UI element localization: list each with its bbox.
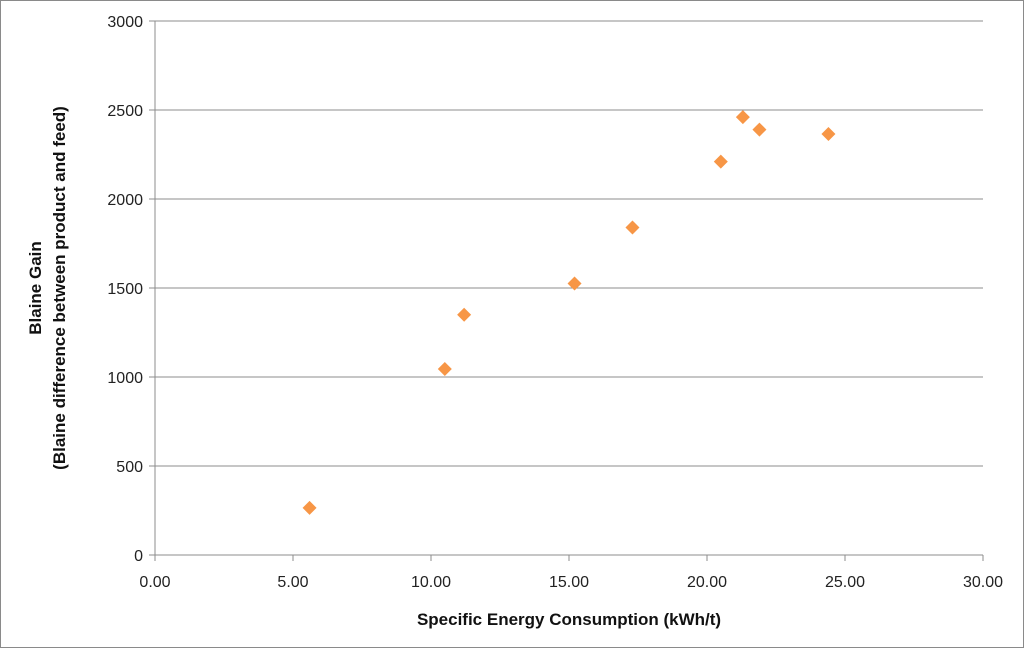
data-point (625, 220, 640, 235)
x-tick-label: 0.00 (139, 574, 170, 591)
data-point (567, 276, 582, 291)
data-points (302, 110, 836, 515)
y-axis-title: Blaine Gain (Blaine difference between p… (26, 106, 69, 470)
gridlines (155, 20, 983, 467)
x-axis-title: Specific Energy Consumption (kWh/t) (417, 610, 721, 629)
x-tick-labels: 0.00 5.00 10.00 15.00 20.00 25.00 30.00 (139, 574, 1003, 591)
y-axis-title-line-1: Blaine Gain (26, 241, 45, 335)
y-axis-title-line-2: (Blaine difference between product and f… (50, 106, 69, 470)
data-point (752, 122, 767, 137)
y-tick-label: 2000 (107, 192, 143, 209)
y-tick-label: 3000 (107, 14, 143, 31)
data-point (821, 127, 836, 142)
x-tick-label: 5.00 (277, 574, 308, 591)
x-tick-label: 10.00 (411, 574, 451, 591)
data-point (457, 307, 472, 322)
x-tick-label: 25.00 (825, 574, 865, 591)
y-tick-labels: 0 500 1000 1500 2000 2500 3000 (107, 14, 143, 565)
x-tick-label: 15.00 (549, 574, 589, 591)
data-point (302, 500, 317, 515)
y-tick-label: 500 (116, 459, 143, 476)
data-point (713, 154, 728, 169)
y-tick-label: 2500 (107, 103, 143, 120)
y-tick-label: 0 (134, 548, 143, 565)
y-tick-label: 1000 (107, 370, 143, 387)
x-tick-label: 30.00 (963, 574, 1003, 591)
data-point (437, 361, 452, 376)
data-point (735, 110, 750, 125)
x-tick-label: 20.00 (687, 574, 727, 591)
y-tick-label: 1500 (107, 281, 143, 298)
axes (149, 20, 984, 561)
